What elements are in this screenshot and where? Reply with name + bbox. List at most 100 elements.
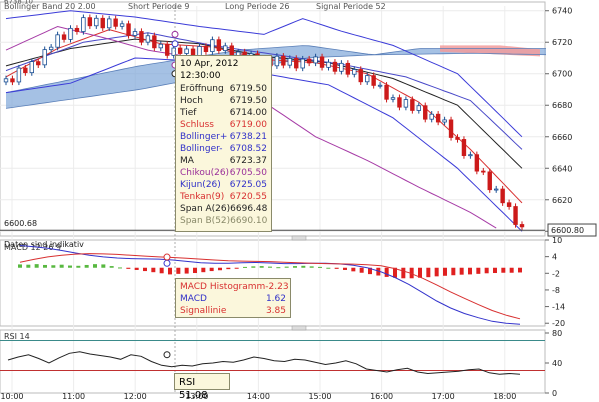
candle: [448, 119, 454, 138]
candle: [87, 17, 93, 27]
price-tooltip-row-value: 6738.21: [229, 132, 267, 142]
macd-histogram-bar: [326, 267, 331, 269]
candle: [364, 75, 370, 83]
candle: [113, 18, 118, 27]
macd-cursor-marker: [163, 259, 171, 267]
candle: [519, 224, 525, 228]
price-tooltip-row: Tenkan(9) 6720.55: [180, 191, 267, 203]
candle: [36, 61, 41, 66]
panel-resize-handle[interactable]: [291, 235, 307, 241]
macd-histogram-bar: [368, 267, 372, 275]
macd-tooltip-row-label: Signallinie: [180, 306, 227, 316]
candle: [100, 17, 105, 29]
candle: [10, 78, 15, 83]
candle: [223, 45, 228, 51]
candle: [107, 18, 112, 29]
macd-histogram-bar: [134, 267, 139, 270]
kijun-line: [5, 32, 523, 150]
rsi-tick-label: 80: [552, 329, 562, 338]
candle: [506, 202, 512, 207]
rsi-tooltip: RSI 51.08: [174, 373, 230, 401]
price-tooltip-row-value: 6705.50: [229, 168, 267, 178]
macd-histogram-bar: [176, 267, 181, 274]
macd-histogram-bar: [409, 267, 414, 279]
x-tick-label: 18:00: [493, 392, 516, 400]
macd-histogram-bar: [418, 267, 422, 278]
ichimoku-cloud-bearish: [440, 45, 540, 57]
price-tick-label: 6740: [552, 7, 572, 16]
macd-histogram-bar: [26, 264, 31, 268]
candle: [390, 97, 396, 100]
macd-histogram-bar: [309, 266, 314, 268]
macd-tooltip-row-value: 1.62: [265, 294, 286, 304]
candle: [94, 17, 99, 27]
macd-histogram-bar: [518, 267, 522, 273]
x-tick-label: 11:00: [62, 392, 85, 400]
price-tooltip-row-label: Tenkan(9): [180, 192, 225, 202]
x-tick-label: 14:00: [247, 392, 270, 400]
candle: [403, 99, 409, 108]
candle: [423, 105, 428, 120]
candle: [332, 61, 338, 72]
candle: [139, 31, 144, 43]
macd-histogram-bar: [268, 266, 272, 268]
candle: [216, 39, 222, 51]
macd-tooltip: MACD Histogramm -2.23 MACD 1.62 Signallinie 3…: [175, 278, 291, 318]
macd-histogram-bar: [109, 266, 114, 268]
macd-histogram-bar: [393, 267, 397, 278]
macd-tick-label: -8: [552, 286, 560, 295]
candle: [132, 31, 138, 36]
rsi-panel-frame: [0, 329, 546, 394]
candle: [274, 55, 280, 67]
macd-histogram-bar: [126, 267, 131, 269]
candle: [500, 188, 505, 204]
candle: [352, 69, 357, 75]
candle: [42, 49, 47, 66]
price-tooltip-row: Tief 6714.00: [180, 107, 267, 119]
macd-histogram-bar: [451, 267, 456, 276]
candle: [410, 99, 415, 111]
price-tooltip-row-value: 6725.05: [229, 180, 267, 190]
candle: [48, 46, 54, 51]
rsi-label: RSI 14: [4, 332, 30, 341]
macd-tooltip-row: MACD Histogramm -2.23: [180, 281, 289, 293]
panel-resize-handle[interactable]: [291, 325, 307, 331]
candle: [435, 113, 441, 123]
candle: [319, 56, 325, 68]
macd-histogram-bar: [84, 264, 89, 268]
header-label: Short Periode 9: [128, 2, 190, 11]
candle: [29, 61, 34, 74]
candle: [481, 170, 486, 173]
candle: [3, 78, 9, 83]
candle: [81, 17, 86, 32]
price-tooltip-row: Span A(26) 6696.48: [180, 203, 267, 215]
candle: [493, 188, 499, 191]
header-label: Long Periode 26: [225, 2, 290, 11]
candle: [339, 62, 344, 72]
x-tick-label: 13:00: [185, 392, 208, 400]
candle: [171, 47, 176, 56]
candle: [487, 171, 492, 191]
price-tooltip-row: MA 6723.37: [180, 155, 267, 167]
macd-histogram-bar: [284, 266, 289, 268]
macd-histogram-bar: [484, 267, 489, 274]
candle: [152, 35, 157, 49]
price-tooltip-row-label: Kijun(26): [180, 180, 221, 190]
candle: [371, 75, 376, 86]
reference-label: 6600.68: [4, 219, 37, 228]
price-tooltip-row-value: 6690.10: [230, 216, 268, 226]
candle: [126, 23, 131, 36]
macd-histogram-bar: [101, 264, 106, 268]
price-tooltip-row-label: Bollinger-: [180, 144, 223, 154]
candle: [345, 62, 351, 75]
macd-histogram-bar: [251, 266, 256, 268]
candle: [177, 47, 183, 54]
macd-histogram-bar: [34, 264, 39, 268]
macd-histogram-bar: [401, 267, 406, 279]
price-tooltip: 10 Apr, 2012 12:30:00 Eröffnung 6719.50 Ho…: [175, 55, 272, 232]
macd-histogram-bar: [184, 267, 189, 274]
macd-histogram-bar: [459, 267, 464, 275]
macd-histogram-bar: [276, 267, 281, 269]
candle: [377, 84, 383, 87]
